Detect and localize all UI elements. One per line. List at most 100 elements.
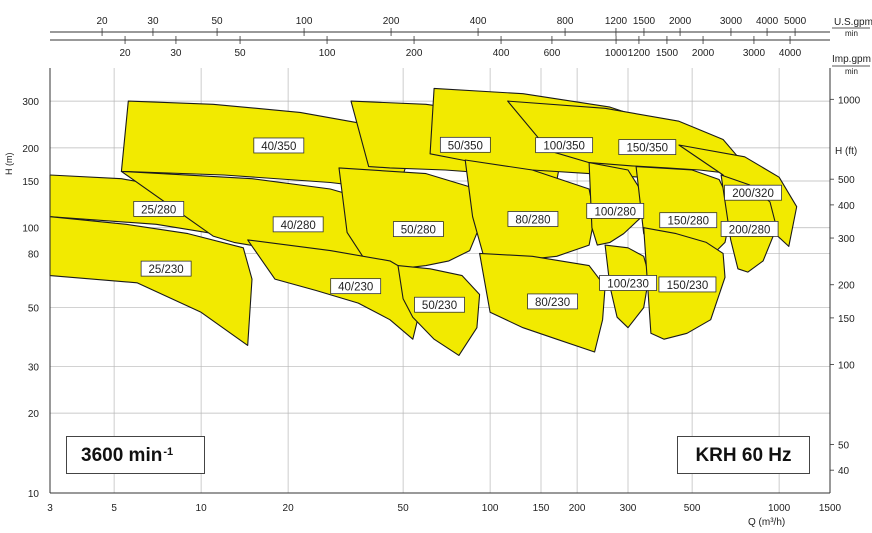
y-right-tick-label: 200 <box>838 281 855 292</box>
y-left-tick-label: 50 <box>28 304 40 315</box>
imp-gpm-tick-label: 600 <box>544 48 561 59</box>
speed-callout-text: 3600 min <box>81 445 163 466</box>
y-right-tick-label: 40 <box>838 466 850 477</box>
series-label-40-280: 40/280 <box>281 220 316 232</box>
model-callout: KRH 60 Hz <box>677 436 810 474</box>
series-label-25-230: 25/230 <box>149 264 184 276</box>
series-label-box <box>414 296 465 313</box>
series-label-box <box>586 202 645 219</box>
model-callout-text: KRH 60 Hz <box>695 445 792 466</box>
x-tick-label: 1500 <box>819 503 842 514</box>
y-right-tick-label: 300 <box>838 234 855 245</box>
us-gpm-tick-label: 200 <box>383 16 400 27</box>
us-gpm-tick-label: 5000 <box>784 16 807 27</box>
y-left-tick-label: 150 <box>22 177 39 188</box>
imp-gpm-tick-label: 50 <box>234 48 246 59</box>
us-gpm-tick-label: 400 <box>470 16 487 27</box>
us-gpm-tick-label: 4000 <box>756 16 779 27</box>
imp-gpm-tick-label: 1200 <box>628 48 651 59</box>
series-label-box <box>392 221 444 237</box>
y-right-tick-label: 150 <box>838 314 855 325</box>
y-right-tick-label: 100 <box>838 361 855 372</box>
y-left-tick-label: 20 <box>28 409 40 420</box>
series-label-50-280: 50/280 <box>401 225 436 237</box>
series-label-box <box>618 139 677 155</box>
us-gpm-tick-label: 50 <box>212 16 224 27</box>
series-label-box <box>724 184 782 201</box>
series-label-box <box>527 293 578 310</box>
y-right-tick-label: 50 <box>838 440 850 451</box>
series-label-50-230: 50/230 <box>422 300 457 312</box>
series-label-150-230: 150/230 <box>667 280 709 292</box>
pump-region-25-230 <box>49 216 253 346</box>
x-tick-label: 10 <box>196 503 208 514</box>
imp-gpm-tick-label: 1000 <box>605 48 628 59</box>
y-left-tick-label: 300 <box>22 97 39 108</box>
pump-region-50-280 <box>338 167 485 270</box>
series-label-box <box>272 216 324 233</box>
series-label-80-280: 80/280 <box>515 215 550 227</box>
pump-region-80-280 <box>464 159 596 262</box>
series-label-80-230: 80/230 <box>535 297 570 309</box>
x-tick-label: 200 <box>569 503 586 514</box>
series-label-box <box>658 276 717 293</box>
x-tick-label: 50 <box>398 503 410 514</box>
x-tick-label: 300 <box>620 503 637 514</box>
series-label-150-350: 150/350 <box>627 143 669 155</box>
x-tick-label: 5 <box>111 503 117 514</box>
y-axis-left-label: H (m) <box>4 153 14 176</box>
y-left-tick-label: 30 <box>28 362 40 373</box>
series-label-25-280: 25/280 <box>141 204 176 216</box>
x-tick-label: 150 <box>533 503 550 514</box>
series-label-box <box>720 221 779 237</box>
y-right-tick-label: 1000 <box>838 95 861 106</box>
y-right-tick-label: 500 <box>838 175 855 186</box>
imp-gpm-tick-label: 20 <box>119 48 131 59</box>
us-gpm-tick-label: 100 <box>296 16 313 27</box>
series-label-200-280: 200/280 <box>729 224 771 236</box>
imp-gpm-unit-denominator: min <box>845 67 858 76</box>
imp-gpm-tick-label: 4000 <box>779 48 802 59</box>
series-label-box <box>140 260 192 277</box>
series-label-100-280: 100/280 <box>594 206 636 218</box>
series-label-40-230: 40/230 <box>338 282 373 294</box>
imp-gpm-unit-label: Imp.gpm <box>832 54 871 65</box>
speed-callout: 3600 min-1 <box>66 436 205 474</box>
series-label-150-280: 150/280 <box>667 216 709 228</box>
series-label-200-320: 200/320 <box>732 188 774 200</box>
x-tick-label: 100 <box>482 503 499 514</box>
us-gpm-tick-label: 800 <box>557 16 574 27</box>
us-gpm-tick-label: 30 <box>147 16 159 27</box>
imp-gpm-tick-label: 100 <box>319 48 336 59</box>
y-axis-right-label: H (ft) <box>835 146 857 157</box>
y-left-tick-label: 10 <box>28 489 40 500</box>
series-label-100-230: 100/230 <box>607 278 649 290</box>
x-tick-label: 3 <box>47 503 53 514</box>
series-label-50-350: 50/350 <box>448 140 483 152</box>
pump-region-150-350 <box>507 100 739 175</box>
speed-callout-exponent: -1 <box>163 446 174 458</box>
series-label-40-350: 40/350 <box>261 141 296 153</box>
series-label-box <box>507 211 559 227</box>
series-label-box <box>133 201 185 217</box>
y-left-tick-label: 200 <box>22 144 39 155</box>
series-label-box <box>659 212 718 229</box>
us-gpm-tick-label: 3000 <box>720 16 743 27</box>
imp-gpm-tick-label: 2000 <box>692 48 715 59</box>
us-gpm-tick-label: 20 <box>97 16 109 27</box>
y-left-tick-label: 100 <box>22 224 39 235</box>
series-label-box <box>599 275 657 291</box>
series-label-box <box>535 137 594 154</box>
x-tick-label: 500 <box>684 503 701 514</box>
imp-gpm-tick-label: 3000 <box>743 48 766 59</box>
series-label-box <box>439 136 491 153</box>
series-label-box <box>330 278 382 295</box>
x-tick-label: 1000 <box>768 503 791 514</box>
imp-gpm-tick-label: 200 <box>406 48 423 59</box>
us-gpm-unit-denominator: min <box>845 29 858 38</box>
us-gpm-tick-label: 1200 <box>605 16 628 27</box>
us-gpm-tick-label: 1500 <box>633 16 656 27</box>
x-tick-label: 20 <box>283 503 295 514</box>
series-label-box <box>253 137 305 154</box>
series-label-100-350: 100/350 <box>543 141 585 153</box>
